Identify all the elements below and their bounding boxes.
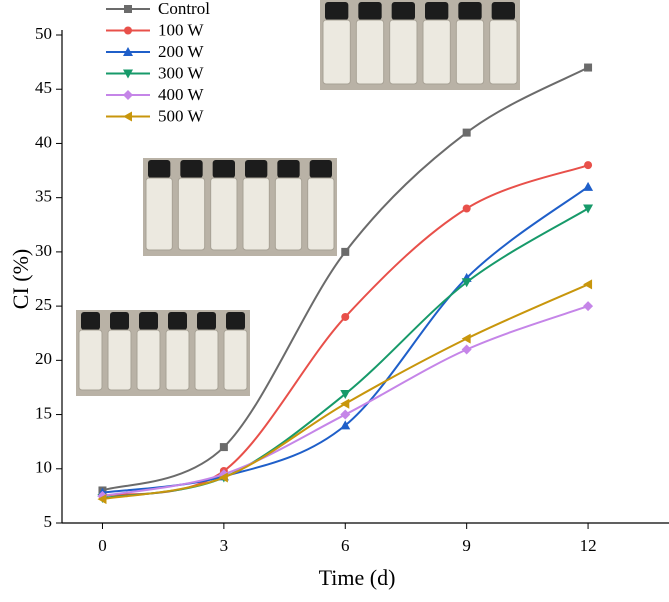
y-tick-label: 30 bbox=[35, 241, 52, 260]
vial-cap bbox=[197, 312, 216, 330]
vial bbox=[78, 329, 103, 391]
x-tick-label: 9 bbox=[462, 536, 471, 555]
vial bbox=[177, 177, 206, 251]
vial-cap bbox=[245, 160, 268, 178]
marker bbox=[584, 63, 593, 72]
marker bbox=[123, 111, 132, 122]
vial bbox=[145, 177, 173, 251]
marker bbox=[341, 247, 350, 256]
marker bbox=[218, 472, 228, 483]
marker bbox=[461, 333, 471, 344]
marker bbox=[462, 128, 471, 137]
marker bbox=[124, 5, 132, 13]
marker bbox=[219, 443, 228, 452]
vial-cap bbox=[277, 160, 300, 178]
vial-cap bbox=[110, 312, 129, 330]
y-tick-label: 25 bbox=[35, 295, 52, 314]
marker bbox=[123, 69, 133, 79]
vial bbox=[389, 19, 418, 85]
marker bbox=[341, 312, 350, 321]
photo-insets bbox=[76, 0, 520, 396]
vial bbox=[422, 19, 451, 85]
vial bbox=[307, 177, 335, 251]
vial bbox=[165, 329, 190, 391]
vial-cap bbox=[358, 2, 382, 20]
marker bbox=[461, 344, 472, 355]
x-tick-label: 6 bbox=[341, 536, 350, 555]
photo bbox=[320, 0, 520, 90]
legend-label: 500 W bbox=[158, 106, 204, 125]
vial bbox=[136, 329, 161, 391]
vial-cap bbox=[391, 2, 415, 20]
vial bbox=[489, 19, 518, 85]
vial bbox=[322, 19, 351, 85]
y-tick-label: 35 bbox=[35, 187, 52, 206]
vial-cap bbox=[139, 312, 158, 330]
marker bbox=[340, 398, 350, 409]
marker bbox=[340, 409, 351, 420]
vial bbox=[355, 19, 385, 85]
marker bbox=[583, 204, 594, 214]
vial bbox=[242, 177, 270, 251]
y-axis-label: CI (%) bbox=[8, 249, 33, 309]
marker bbox=[583, 279, 593, 290]
marker bbox=[123, 47, 133, 56]
vial bbox=[223, 329, 248, 391]
photo bbox=[76, 310, 250, 396]
x-tick-label: 12 bbox=[580, 536, 597, 555]
vial-cap bbox=[226, 312, 245, 330]
vial-cap bbox=[168, 312, 187, 330]
marker bbox=[340, 389, 351, 399]
marker bbox=[123, 90, 133, 100]
vial-cap bbox=[309, 160, 332, 178]
y-tick-label: 15 bbox=[35, 403, 52, 422]
marker bbox=[462, 204, 471, 213]
legend-label: 200 W bbox=[158, 42, 204, 61]
vial bbox=[210, 177, 238, 251]
y-tick-label: 20 bbox=[35, 349, 52, 368]
vial-cap bbox=[212, 160, 235, 178]
y-tick-label: 50 bbox=[35, 24, 52, 43]
vial bbox=[455, 19, 485, 85]
marker bbox=[583, 301, 594, 312]
vial-cap bbox=[148, 160, 171, 178]
marker bbox=[97, 494, 107, 505]
y-tick-label: 45 bbox=[35, 78, 52, 97]
marker bbox=[340, 420, 351, 430]
vial bbox=[194, 329, 219, 391]
legend-label: 100 W bbox=[158, 20, 204, 39]
x-axis-label: Time (d) bbox=[319, 565, 396, 590]
x-tick-label: 0 bbox=[98, 536, 107, 555]
vial-cap bbox=[458, 2, 482, 20]
vial-cap bbox=[180, 160, 203, 178]
legend-label: 400 W bbox=[158, 85, 204, 104]
photo bbox=[143, 158, 337, 256]
marker bbox=[583, 181, 594, 191]
vial-cap bbox=[81, 312, 100, 330]
x-tick-label: 3 bbox=[220, 536, 229, 555]
y-tick-label: 40 bbox=[35, 132, 52, 151]
y-tick-label: 5 bbox=[44, 512, 53, 531]
marker bbox=[124, 26, 132, 35]
vial bbox=[274, 177, 303, 251]
legend-label: 300 W bbox=[158, 63, 204, 82]
vial-cap bbox=[491, 2, 515, 20]
marker bbox=[461, 278, 472, 288]
vial-cap bbox=[325, 2, 349, 20]
vial bbox=[107, 329, 132, 391]
legend-label: Control bbox=[158, 0, 210, 18]
marker bbox=[584, 161, 593, 170]
vial-cap bbox=[425, 2, 449, 20]
y-tick-label: 10 bbox=[35, 458, 52, 477]
